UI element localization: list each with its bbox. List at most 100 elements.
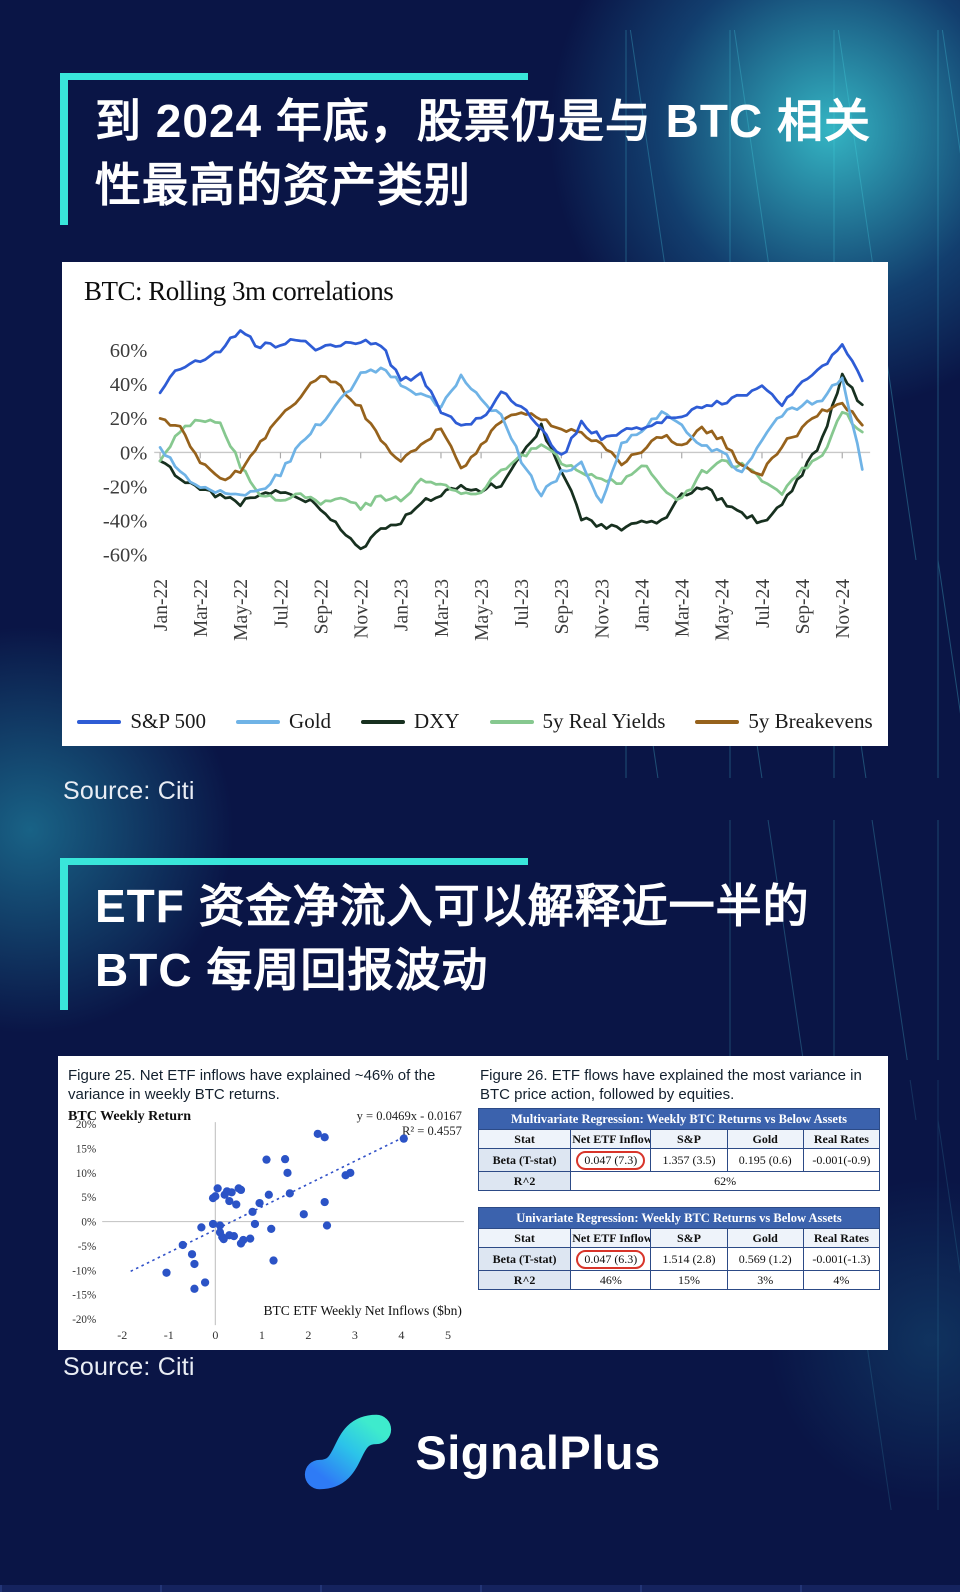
x-tick-label: Nov-24	[833, 579, 854, 639]
scatter-point	[178, 1241, 187, 1250]
scatter-point	[246, 1234, 255, 1244]
scatter-point	[299, 1210, 308, 1219]
scatter-point	[208, 1220, 218, 1229]
table-cell: -0.001(-0.9)	[802, 1148, 881, 1173]
highlighted-value: 0.047 (7.3)	[576, 1150, 646, 1170]
x-tick-label: Jan-23	[392, 579, 413, 631]
table-row-label: Beta (T-stat)	[477, 1148, 572, 1173]
section1-title: 到 2024 年底，股票仍是与 BTC 相关 性最高的资产类别	[95, 89, 915, 217]
correlation-chart-panel: BTC: Rolling 3m correlations 60% 40% 20% 0%…	[62, 262, 888, 746]
figure-26-caption: Figure 26. ETF flows have explained the …	[480, 1067, 862, 1104]
scatter-point	[313, 1130, 322, 1139]
accent-bar	[60, 858, 528, 865]
table-row-label: R^2	[477, 1270, 572, 1291]
section2-title-block: ETF 资金净流入可以解释近一半的 BTC 每周回报波动	[60, 858, 915, 1010]
series-line	[158, 366, 864, 504]
y-tick-label: -40%	[103, 511, 147, 533]
table-cell: -0.001(-1.3)	[802, 1247, 881, 1272]
x-tick-label: May-22	[231, 579, 252, 641]
regression-table-multivariate: Multivariate Regression: Weekly BTC Retu…	[477, 1108, 881, 1192]
scatter-y-tick: 20%	[76, 1119, 96, 1131]
table-cell: 0.569 (1.2)	[726, 1247, 804, 1272]
section2-title-line1: ETF 资金净流入可以解释近一半的	[95, 880, 810, 932]
series-line	[158, 329, 864, 456]
y-tick-label: -60%	[103, 545, 147, 567]
table-header-cell: Net ETF Inflows	[570, 1228, 652, 1249]
scatter-point	[187, 1250, 197, 1259]
source-citation-1: Source: Citi	[63, 777, 195, 805]
scatter-x-tick: 5	[445, 1329, 451, 1343]
x-tick-label: Jul-24	[753, 579, 774, 628]
section2-title-line2: BTC 每周回报波动	[95, 944, 489, 996]
table-cell: 15%	[650, 1270, 728, 1291]
accent-bar	[60, 73, 528, 80]
x-tick-label: Sep-24	[793, 579, 814, 635]
scatter-point	[280, 1155, 290, 1164]
scatter-point	[250, 1220, 260, 1229]
table-title: Univariate Regression: Weekly BTC Return…	[478, 1207, 880, 1230]
table-header-cell: Gold	[726, 1129, 804, 1150]
x-tick-label: Jan-22	[151, 579, 172, 631]
signalplus-logo-icon	[305, 1414, 392, 1490]
table-cell: 4%	[802, 1270, 881, 1291]
highlighted-value: 0.047 (6.3)	[576, 1249, 646, 1269]
correlation-chart-svg: 60% 40% 20% 0% -20% -40% -60%Jan-22 Mar-22 May-2…	[103, 329, 871, 641]
legend-item: Gold	[236, 709, 331, 734]
figure-25-caption: Figure 25. Net ETF inflows have explaine…	[68, 1067, 436, 1104]
table-header-cell: Gold	[726, 1228, 804, 1249]
table-cell: 0.047 (6.3)	[570, 1247, 652, 1272]
table-title: Multivariate Regression: Weekly BTC Retu…	[478, 1108, 880, 1131]
table-cell: 1.357 (3.5)	[650, 1148, 728, 1173]
figure-26: Figure 26. ETF flows have explained the …	[477, 1064, 881, 1342]
scatter-point	[399, 1134, 408, 1144]
legend-swatch	[489, 719, 534, 724]
table-header-cell: Stat	[477, 1129, 572, 1150]
series-line	[158, 372, 864, 551]
scatter-x-tick: -2	[117, 1329, 127, 1343]
scatter-y-tick: 0%	[81, 1217, 96, 1229]
x-tick-label: Mar-22	[191, 579, 212, 637]
scatter-point	[229, 1232, 239, 1241]
table-cell: 3%	[726, 1270, 804, 1291]
trend-line	[130, 1135, 408, 1273]
section1-title-line1: 到 2024 年底，股票仍是与 BTC 相关	[95, 95, 871, 147]
scatter-y-tick: -10%	[72, 1266, 96, 1278]
legend-swatch	[361, 719, 406, 724]
section1-title-block: 到 2024 年底，股票仍是与 BTC 相关 性最高的资产类别	[60, 73, 915, 225]
brand-wordmark: SignalPlus	[415, 1425, 661, 1479]
scatter-point	[285, 1189, 294, 1198]
table-header-cell: S&P	[650, 1129, 728, 1150]
table-cell: 0.195 (0.6)	[726, 1148, 804, 1173]
scatter-y-tick: 10%	[76, 1168, 96, 1180]
x-tick-label: Sep-22	[311, 579, 332, 634]
figure-25: Figure 25. Net ETF inflows have explaine…	[66, 1064, 468, 1343]
scatter-point	[227, 1188, 236, 1197]
legend-label: 5y Breakevens	[748, 709, 873, 733]
scatter-x-tick: 4	[398, 1329, 404, 1343]
y-tick-label: -20%	[103, 476, 147, 498]
scatter-y-tick: -15%	[72, 1290, 96, 1302]
scatter-point	[264, 1190, 273, 1200]
scatter-point	[239, 1236, 248, 1245]
legend-swatch	[695, 719, 740, 724]
legend-item: 5y Breakevens	[695, 709, 873, 734]
scatter-x-tick: -1	[164, 1329, 174, 1343]
bottom-strip	[0, 1585, 960, 1592]
scatter-y-tick: -20%	[72, 1314, 96, 1326]
series-line	[158, 410, 864, 511]
table-header-cell: Real Rates	[802, 1228, 881, 1249]
scatter-x-tick: 0	[212, 1329, 218, 1343]
scatter-point	[322, 1221, 332, 1230]
legend-label: Gold	[289, 709, 332, 733]
table-cell: 1.514 (2.8)	[650, 1247, 728, 1272]
legend-label: S&P 500	[130, 709, 207, 733]
legend-swatch	[236, 719, 281, 724]
figures-panel: Figure 25. Net ETF inflows have explaine…	[58, 1056, 888, 1350]
scatter-point	[197, 1223, 206, 1232]
scatter-point	[236, 1186, 246, 1195]
y-tick-label: 40%	[110, 374, 148, 396]
scatter-x-tick: 1	[259, 1329, 265, 1343]
table-header-cell: Real Rates	[802, 1129, 881, 1150]
chart-legend: S&P 500 Gold DXY 5y Real Yields 5y Breakeven…	[74, 709, 876, 738]
scatter-point	[232, 1200, 241, 1209]
